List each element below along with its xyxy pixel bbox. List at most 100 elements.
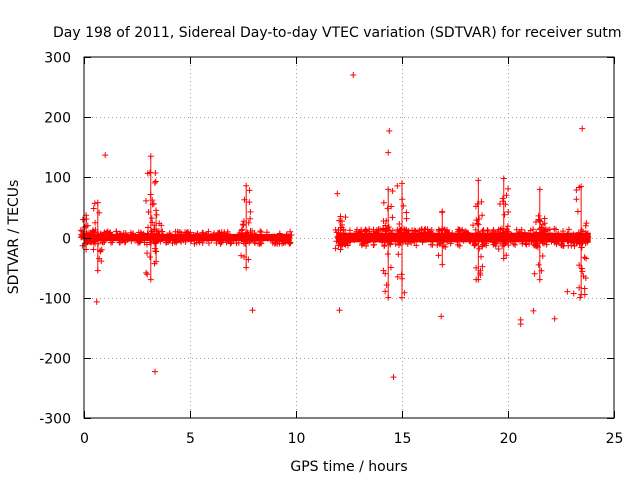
data-point [332,226,339,233]
data-point [240,236,247,243]
data-point [576,184,583,191]
spike-peak-point [94,199,101,206]
data-point [380,225,387,232]
data-point [548,232,555,239]
data-point [388,230,395,237]
data-point [152,169,159,176]
spike-peak-point [153,207,160,214]
data-point [81,224,88,231]
data-point [408,239,415,246]
data-point [400,202,407,209]
data-point [402,238,409,245]
outlier-point [93,298,100,305]
data-point [247,215,254,222]
data-point [379,239,386,246]
data-point [500,229,507,236]
data-point [137,238,144,245]
x-tick-label: 15 [394,431,412,447]
data-point [478,253,485,260]
data-point [363,242,370,249]
y-tick-label: 0 [62,232,71,248]
data-point [355,229,362,236]
data-point [401,289,408,296]
data-point [504,223,511,230]
data-point [472,237,479,244]
data-point [537,225,544,232]
data-point [393,232,400,239]
data-point [539,253,546,260]
y-tick-label: -200 [39,352,71,368]
dense-data-band [84,233,292,242]
data-point [499,242,506,249]
data-point [187,229,194,236]
data-point [487,231,494,238]
data-point [288,232,295,239]
spike-trough-point [439,261,446,268]
y-tick-label: -300 [39,412,71,428]
data-point [200,235,207,242]
data-point [83,216,90,223]
data-point [151,179,158,186]
data-point [473,276,480,283]
data-point [380,199,387,206]
data-point [90,205,97,212]
data-point [409,231,416,238]
data-point [238,252,245,259]
data-point [434,234,441,241]
chart-title: Day 198 of 2011, Sidereal Day-to-day VTE… [53,25,622,41]
data-point [135,229,142,236]
data-point [470,234,477,241]
outlier-point [350,72,357,79]
spike-trough-point [399,294,405,301]
data-point [387,264,394,271]
data-point [216,238,223,245]
data-point [396,227,403,234]
data-point [500,234,507,241]
data-point [565,242,572,249]
data-point [541,220,548,227]
data-point [439,209,446,216]
spike-peak-point [399,180,405,187]
data-point [476,245,483,252]
data-point [435,252,442,259]
data-point [435,226,442,233]
data-point [245,219,252,226]
data-point [475,221,482,228]
data-point [342,234,349,241]
data-point [494,228,501,235]
spike-trough-point [337,246,344,253]
data-point [382,270,389,277]
data-point [383,281,390,288]
data-point [392,241,399,248]
data-point [553,240,560,247]
data-point [335,242,342,249]
data-point [349,234,356,241]
outlier-point [517,321,524,328]
outlier-point [386,128,393,135]
data-point [241,253,248,260]
data-point [565,226,572,233]
outlier-point [385,149,392,156]
data-point [459,229,466,236]
data-point [571,242,578,249]
data-point [582,222,589,229]
data-point [242,240,249,247]
data-point [142,234,149,241]
data-point [359,238,366,245]
data-point [258,229,265,236]
outlier-point [570,290,577,297]
data-point [163,232,170,239]
data-point [388,238,395,245]
data-point [493,240,500,247]
data-point [136,234,143,241]
data-point [582,232,589,239]
data-point [462,235,469,242]
data-point [535,261,542,268]
data-point [104,228,111,235]
outlier-point [336,307,343,314]
data-point [560,228,567,235]
data-point [381,243,388,250]
data-point [287,228,294,235]
data-point [473,217,480,224]
data-point [225,238,232,245]
